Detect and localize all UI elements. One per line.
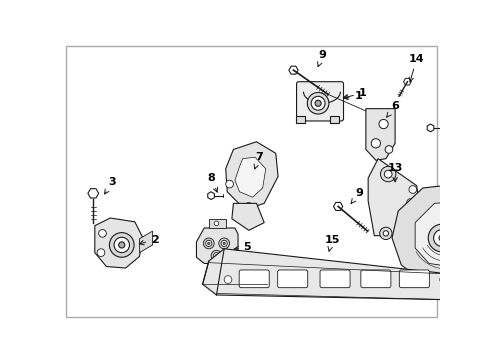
Circle shape <box>224 276 232 283</box>
Circle shape <box>407 199 415 206</box>
Text: 6: 6 <box>387 101 399 117</box>
Polygon shape <box>232 203 264 230</box>
Circle shape <box>97 249 105 256</box>
Circle shape <box>219 238 229 249</box>
Text: 3: 3 <box>105 177 116 194</box>
Circle shape <box>440 276 447 283</box>
Circle shape <box>381 166 396 182</box>
Text: 12: 12 <box>0 359 1 360</box>
Circle shape <box>404 211 412 219</box>
Circle shape <box>119 242 125 248</box>
Circle shape <box>226 180 233 188</box>
Bar <box>209 219 226 228</box>
Polygon shape <box>88 189 98 198</box>
Circle shape <box>315 100 321 106</box>
Circle shape <box>428 224 456 252</box>
FancyBboxPatch shape <box>399 270 429 288</box>
Text: 14: 14 <box>409 54 424 82</box>
Polygon shape <box>235 157 266 197</box>
Circle shape <box>114 237 129 253</box>
Circle shape <box>213 253 220 259</box>
Polygon shape <box>415 202 478 266</box>
FancyBboxPatch shape <box>296 82 343 121</box>
Text: 9: 9 <box>318 50 327 67</box>
Text: 15: 15 <box>324 235 340 251</box>
Circle shape <box>211 250 222 261</box>
Circle shape <box>223 242 225 244</box>
Polygon shape <box>226 142 278 210</box>
Circle shape <box>98 230 106 237</box>
FancyBboxPatch shape <box>361 270 391 288</box>
Circle shape <box>214 221 219 226</box>
Polygon shape <box>95 218 143 268</box>
Circle shape <box>109 233 134 257</box>
Text: 5: 5 <box>234 242 251 252</box>
Circle shape <box>383 231 389 236</box>
Text: 11: 11 <box>0 359 1 360</box>
Text: 8: 8 <box>0 359 1 360</box>
Circle shape <box>371 139 381 148</box>
Bar <box>330 116 339 123</box>
Polygon shape <box>196 228 238 264</box>
Circle shape <box>311 96 325 110</box>
Text: 8: 8 <box>207 173 218 192</box>
Circle shape <box>402 223 410 231</box>
Circle shape <box>434 230 451 247</box>
Polygon shape <box>368 159 419 236</box>
Circle shape <box>439 235 445 241</box>
FancyBboxPatch shape <box>278 270 308 288</box>
Circle shape <box>208 242 210 244</box>
FancyBboxPatch shape <box>320 270 350 288</box>
Circle shape <box>206 240 212 247</box>
Circle shape <box>203 238 214 249</box>
Circle shape <box>307 93 329 114</box>
Circle shape <box>379 120 388 129</box>
Text: 13: 13 <box>388 163 403 182</box>
Text: 9: 9 <box>351 188 363 203</box>
Polygon shape <box>140 231 152 253</box>
Polygon shape <box>289 66 298 74</box>
Circle shape <box>244 203 253 212</box>
Circle shape <box>215 255 218 257</box>
Polygon shape <box>203 249 455 300</box>
FancyBboxPatch shape <box>239 270 269 288</box>
Circle shape <box>409 186 416 193</box>
Text: 7: 7 <box>254 152 263 169</box>
Polygon shape <box>392 184 490 287</box>
Polygon shape <box>427 124 434 132</box>
Text: 4: 4 <box>0 359 1 360</box>
Circle shape <box>385 145 393 153</box>
Polygon shape <box>334 202 343 211</box>
Circle shape <box>221 240 227 247</box>
Text: 1: 1 <box>343 88 367 99</box>
Circle shape <box>384 170 392 178</box>
Text: 1: 1 <box>343 91 363 100</box>
Polygon shape <box>366 109 395 160</box>
Text: 10: 10 <box>0 359 1 360</box>
Polygon shape <box>208 192 215 199</box>
Bar <box>296 116 305 123</box>
Polygon shape <box>404 78 411 85</box>
Text: 2: 2 <box>139 235 159 245</box>
Circle shape <box>380 227 392 239</box>
